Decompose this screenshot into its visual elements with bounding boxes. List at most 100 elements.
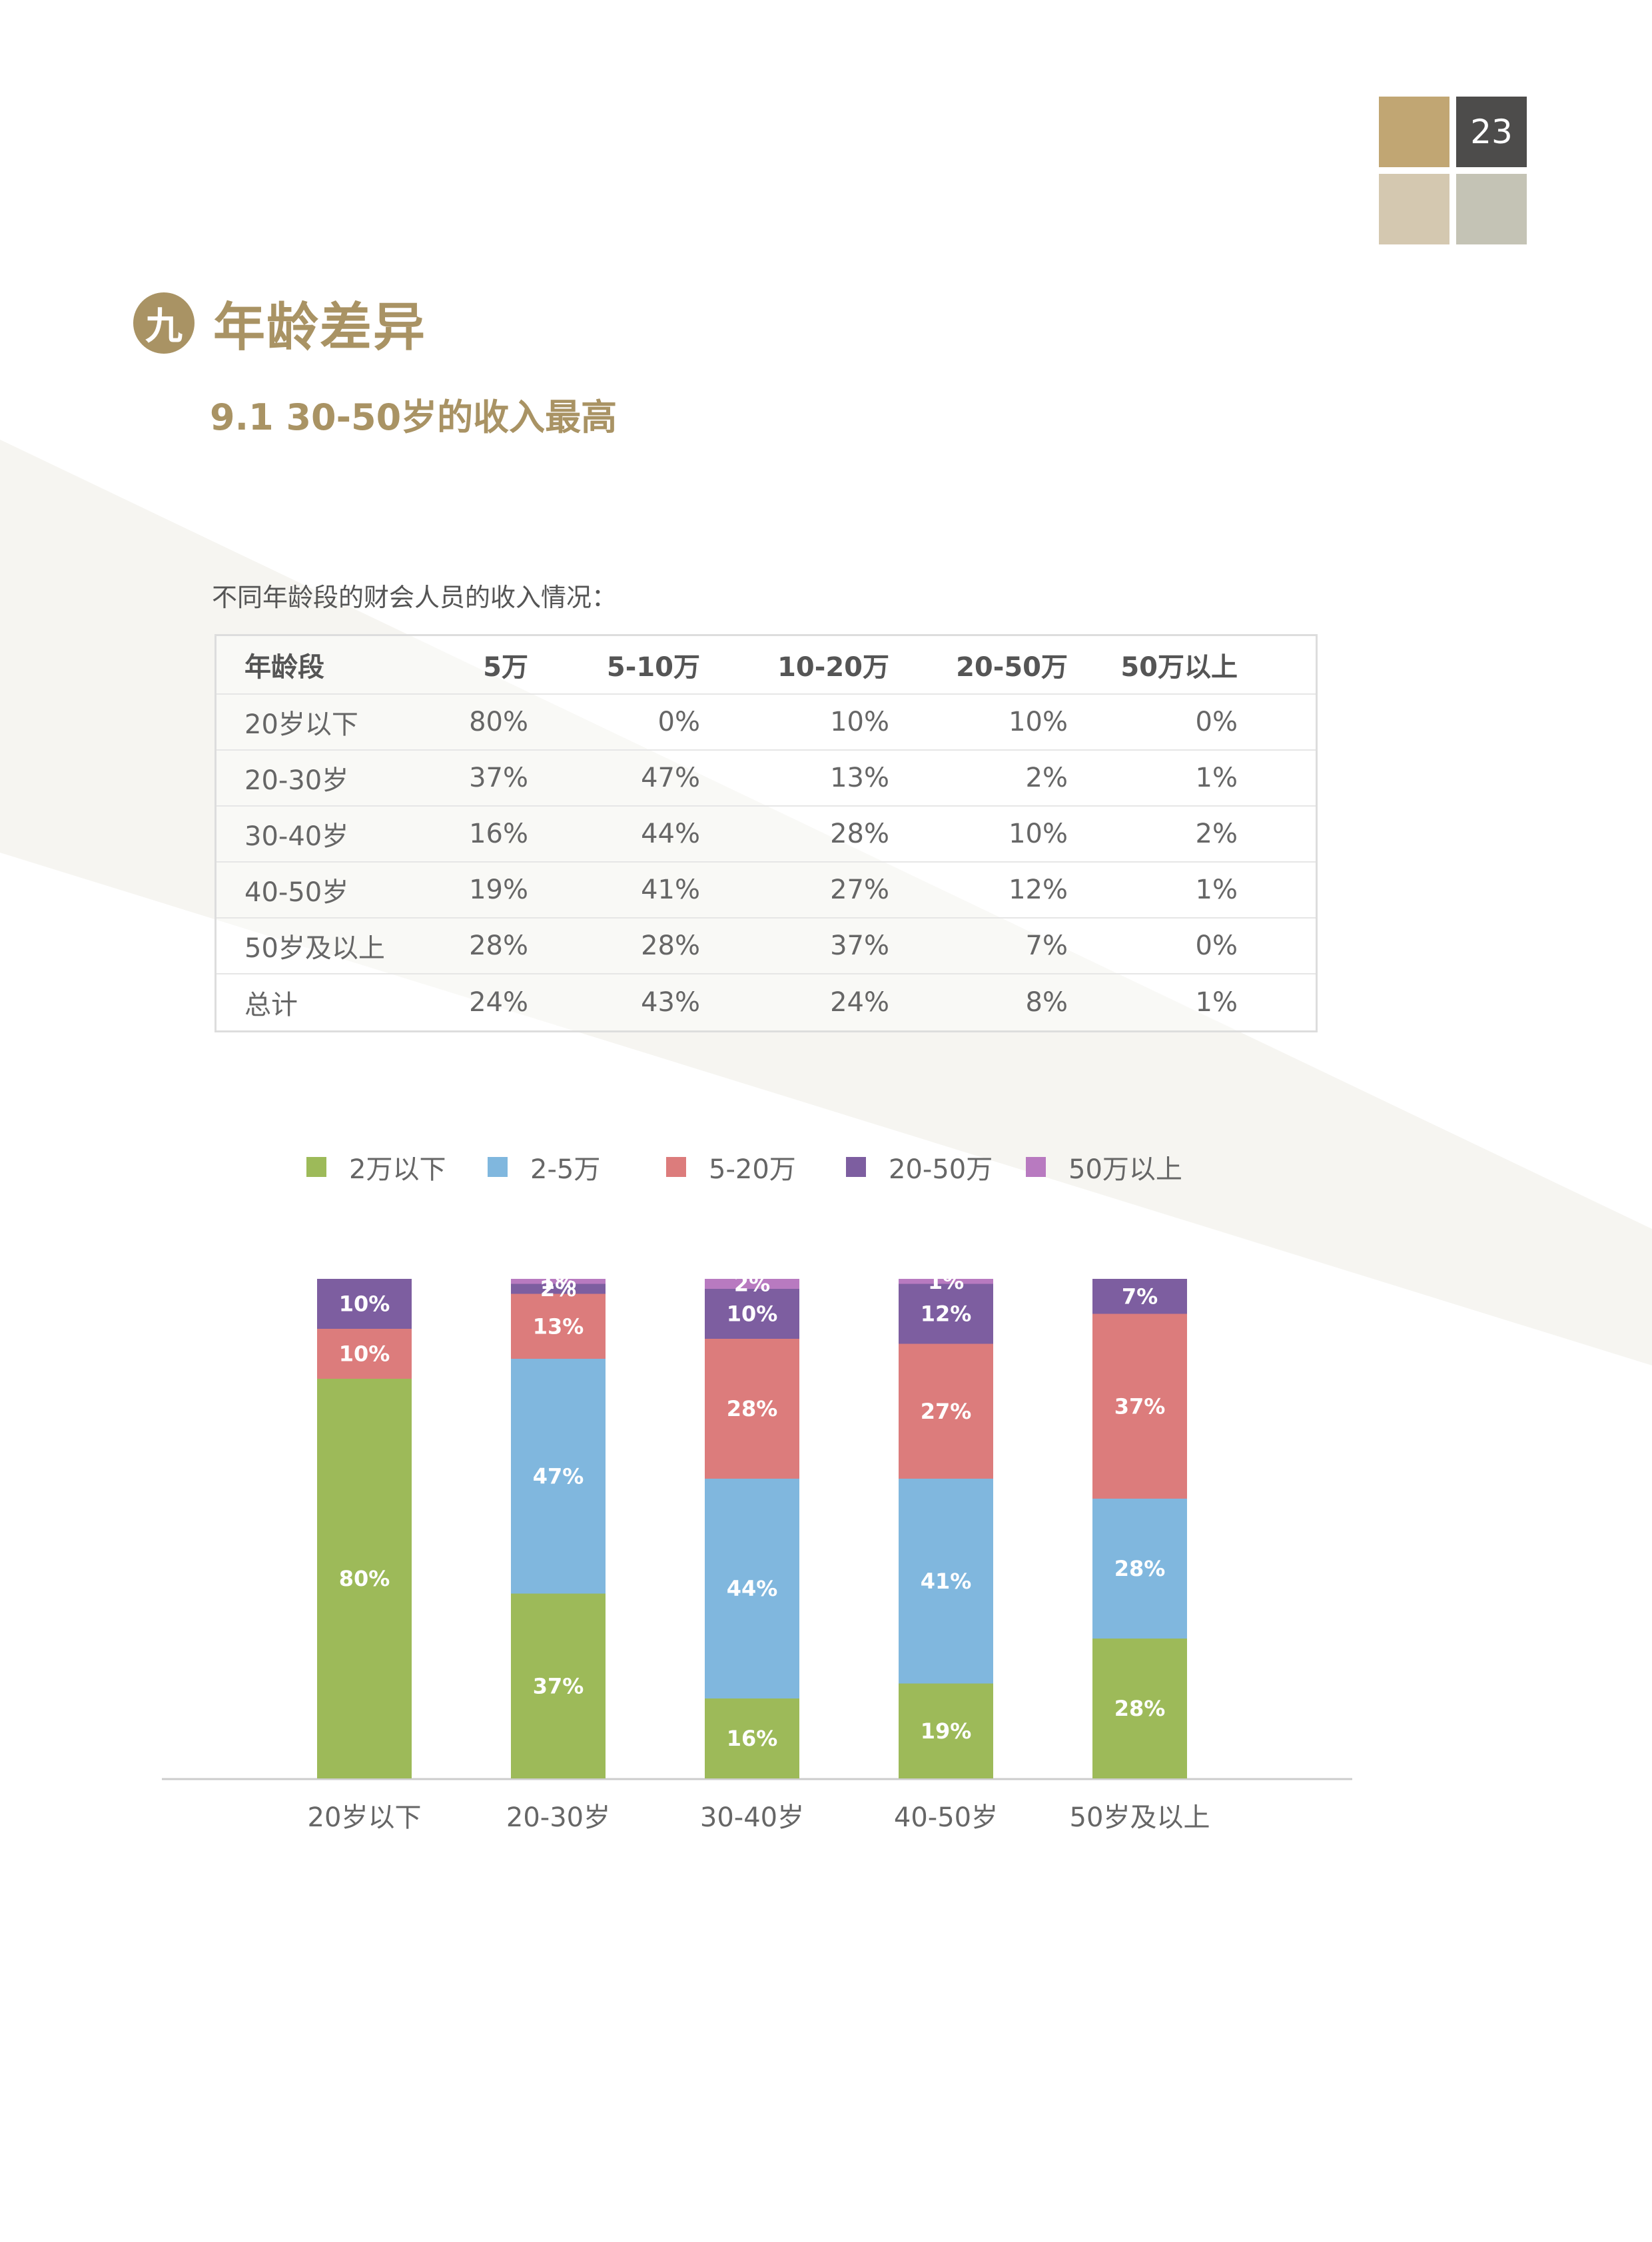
table-cell: 41% <box>641 875 700 905</box>
bar-segment <box>1092 1499 1187 1639</box>
table-cell: 10% <box>830 707 889 737</box>
data-label: 41% <box>921 1569 972 1594</box>
legend-item: 50万以上 <box>1026 1147 1182 1187</box>
table-cell: 2% <box>1195 819 1238 849</box>
table-cell: 0% <box>657 707 700 737</box>
table-cell: 19% <box>469 875 528 905</box>
bar-segment <box>705 1279 799 1289</box>
bar-segment <box>511 1279 606 1284</box>
bar-segment <box>317 1379 412 1778</box>
table-row: 20岁以下 80% 0% 10% 10% 0% <box>216 695 1316 751</box>
header-cell: 50万以上 <box>1120 652 1238 683</box>
data-label: 1% <box>540 1269 576 1294</box>
data-label: 10% <box>339 1292 390 1317</box>
legend-label: 50万以上 <box>1068 1154 1182 1185</box>
table-cell: 24% <box>469 987 528 1018</box>
table-cell: 80% <box>469 707 528 737</box>
bar-segment <box>705 1289 799 1339</box>
table-cell: 1% <box>1195 987 1238 1018</box>
data-label: 7% <box>1122 1284 1158 1309</box>
bar-segment <box>899 1343 993 1479</box>
table-cell: 16% <box>469 819 528 849</box>
bar-segment <box>1092 1639 1187 1778</box>
legend-swatch <box>488 1157 508 1177</box>
table-cell: 37% <box>469 763 528 793</box>
x-tick-label: 20岁以下 <box>308 1802 422 1833</box>
table-cell: 47% <box>641 763 700 793</box>
bar-segment <box>705 1479 799 1698</box>
income-table: 年龄段 5万 5-10万 10-20万 20-50万 50万以上 20岁以下 8… <box>214 634 1318 1032</box>
bar-segment <box>1092 1313 1187 1499</box>
legend-swatch <box>666 1157 686 1177</box>
bar-segment <box>511 1284 606 1294</box>
data-label: 37% <box>533 1673 584 1698</box>
bar-segment <box>705 1339 799 1479</box>
data-label: 19% <box>921 1718 972 1744</box>
table-cell: 37% <box>830 931 889 961</box>
table-cell: 13% <box>830 763 889 793</box>
data-label: 47% <box>533 1463 584 1489</box>
table-cell: 40-50岁 <box>244 877 349 908</box>
bar-segment <box>511 1359 606 1594</box>
page-number: 23 <box>1456 97 1527 167</box>
subsection-title: 9.1 30-50岁的收入最高 <box>210 396 618 438</box>
decor-tile <box>1379 174 1449 244</box>
table-cell: 1% <box>1195 875 1238 905</box>
legend-swatch <box>306 1157 326 1177</box>
bar-segment <box>511 1593 606 1778</box>
data-label: 27% <box>921 1399 972 1424</box>
table-cell: 44% <box>641 819 700 849</box>
data-label: 16% <box>727 1726 778 1751</box>
table-cell: 43% <box>641 987 700 1018</box>
table-cell: 20岁以下 <box>244 709 358 740</box>
bar-segment <box>899 1284 993 1344</box>
data-label: 28% <box>1114 1556 1166 1581</box>
page-tiles: 23 <box>1379 97 1527 244</box>
table-cell: 7% <box>1025 931 1068 961</box>
legend-item: 2-5万 <box>488 1147 600 1187</box>
table-caption: 不同年龄段的财会人员的收入情况： <box>212 583 618 612</box>
table-cell: 28% <box>641 931 700 961</box>
header-cell: 年龄段 <box>244 652 324 683</box>
table-cell: 1% <box>1195 763 1238 793</box>
table-cell: 10% <box>1009 707 1068 737</box>
table-cell: 20-30岁 <box>244 765 349 796</box>
x-tick-label: 20-30岁 <box>506 1802 610 1833</box>
data-label: 37% <box>1114 1393 1166 1419</box>
data-label: 13% <box>533 1313 584 1339</box>
legend-label: 2-5万 <box>530 1154 601 1185</box>
data-label: 28% <box>1114 1696 1166 1721</box>
section-number-badge: 九 <box>133 292 195 354</box>
decor-tile <box>1379 97 1449 167</box>
table-cell: 10% <box>1009 819 1068 849</box>
table-row: 50岁及以上 28% 28% 37% 7% 0% <box>216 919 1316 974</box>
table-cell: 12% <box>1009 875 1068 905</box>
x-tick-label: 50岁及以上 <box>1070 1802 1210 1833</box>
section-heading: 九 年龄差异 <box>133 290 426 358</box>
bar-segment <box>899 1683 993 1778</box>
bar-segment <box>899 1279 993 1284</box>
data-label: 10% <box>339 1341 390 1367</box>
data-label: 12% <box>921 1302 972 1327</box>
header-cell: 20-50万 <box>956 652 1068 683</box>
legend-label: 20-50万 <box>889 1154 993 1185</box>
table-cell: 0% <box>1195 707 1238 737</box>
bar-segment <box>511 1294 606 1359</box>
bar-segment <box>1092 1279 1187 1314</box>
x-tick-label: 30-40岁 <box>700 1802 804 1833</box>
header-cell: 5万 <box>483 652 528 683</box>
legend-label: 5-20万 <box>709 1154 796 1185</box>
data-label: 10% <box>727 1302 778 1327</box>
header-cell: 10-20万 <box>777 652 889 683</box>
decor-tile <box>1456 174 1527 244</box>
section-title: 年龄差异 <box>213 298 427 358</box>
data-label: 80% <box>339 1566 390 1591</box>
bar-segment <box>317 1329 412 1379</box>
table-header-row: 年龄段 5万 5-10万 10-20万 20-50万 50万以上 <box>216 636 1316 695</box>
table-cell: 28% <box>830 819 889 849</box>
table-cell: 28% <box>469 931 528 961</box>
data-label: 1% <box>928 1269 964 1294</box>
table-cell: 总计 <box>244 990 298 1020</box>
